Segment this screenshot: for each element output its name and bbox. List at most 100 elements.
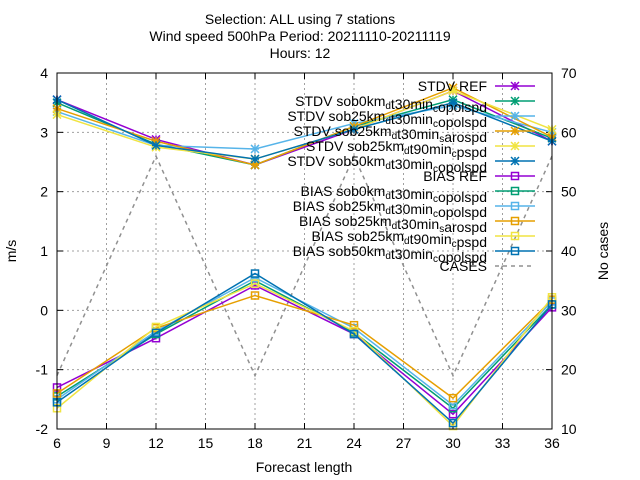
data-point [448, 393, 458, 403]
x-axis-label: Forecast length [256, 459, 353, 475]
data-point [250, 269, 260, 278]
legend-entry: STDV sob25kmdt30mincopolspd [287, 108, 535, 130]
legend-entry: BIAS sob25kmdt30minsarospd [299, 213, 535, 235]
data-point [448, 86, 458, 96]
x-tick-label: 9 [103, 435, 111, 451]
legend-label: STDV REF [418, 78, 487, 94]
x-tick-label: 18 [247, 435, 263, 451]
y-tick-label: 4 [40, 65, 48, 81]
legend-label: STDV sob25kmdt30mincopolspd [287, 108, 487, 130]
series-line [56, 87, 553, 166]
data-point [349, 320, 359, 330]
series-line [56, 282, 553, 428]
x-axis-ticks: 6 9 12 15 18 21 24 27 30 33 36 [53, 73, 560, 451]
y2-axis-ticks: 10 20 30 40 50 60 70 [546, 65, 577, 437]
series-line [56, 294, 553, 400]
legend-marker [510, 171, 520, 181]
y-tick-label: 0 [40, 302, 48, 318]
data-point [250, 279, 260, 288]
x-tick-label: 36 [544, 435, 560, 451]
legend-entry: BIAS REF [423, 168, 535, 184]
legend-label: BIAS sob25kmdt30minsarospd [299, 213, 487, 235]
legend-entry: CASES [440, 258, 535, 274]
data-point [250, 144, 260, 154]
legend-marker [510, 141, 520, 151]
y-tick-label: 1 [40, 243, 48, 259]
legend-label: BIAS sob25kmdt90mincpspd [311, 228, 487, 250]
title-line-3: Hours: 12 [270, 45, 331, 61]
x-tick-label: 6 [53, 435, 61, 451]
legend-entry: BIAS sob50kmdt30mincopolspd [293, 243, 535, 265]
legend-label: BIAS REF [423, 168, 487, 184]
legend-entry: BIAS sob0kmdt30mincopolspd [301, 183, 535, 205]
series-lines [52, 83, 557, 431]
y-tick-label: 3 [40, 124, 48, 140]
x-tick-label: 15 [198, 435, 214, 451]
legend-marker [510, 216, 520, 226]
legend-entry: STDV sob25kmdt90mincpspd [306, 138, 535, 160]
y2-axis-label: No cases [595, 222, 611, 280]
y-axis-ticks: -2 -1 0 1 2 3 4 [36, 65, 63, 437]
series-11 [52, 269, 557, 428]
legend-marker [510, 96, 520, 106]
y-tick-label: 2 [40, 184, 48, 200]
data-point [250, 160, 260, 170]
legend-marker [510, 201, 520, 211]
data-point [349, 124, 359, 134]
data-point [448, 409, 458, 419]
title-line-1: Selection: ALL using 7 stations [205, 11, 395, 27]
legend-marker [510, 186, 520, 196]
data-point [151, 322, 161, 332]
series-line [56, 276, 553, 407]
legend-entry: STDV sob25kmdt30minsarospd [294, 123, 535, 145]
series-line [56, 99, 553, 160]
legend-entry: BIAS sob25kmdt90mincpspd [311, 228, 535, 250]
legend-marker [510, 126, 520, 136]
legend-label: STDV sob0kmdt30mincopolspd [295, 93, 487, 115]
y-axis-label: m/s [3, 240, 19, 263]
y-tick-label: -2 [36, 421, 49, 437]
x-tick-label: 24 [346, 435, 362, 451]
legend-entry: STDV sob50kmdt30mincopolspd [287, 153, 535, 175]
series-12 [56, 154, 553, 378]
data-point [250, 291, 260, 300]
title-line-2: Wind speed 500hPa Period: 20211110-20211… [149, 28, 450, 44]
legend-entry: BIAS sob25kmdt30mincopolspd [293, 198, 535, 220]
legend-marker [510, 231, 520, 241]
data-point [250, 154, 260, 164]
y2-tick-label: 70 [561, 65, 577, 81]
legend-label: BIAS sob50kmdt30mincopolspd [293, 243, 487, 265]
legend-label: BIAS sob0kmdt30mincopolspd [301, 183, 487, 205]
legend-marker [510, 246, 520, 256]
y2-tick-label: 40 [561, 243, 577, 259]
data-point [151, 328, 161, 338]
legend-marker [510, 81, 520, 91]
data-point [448, 418, 458, 428]
series-line [56, 272, 553, 425]
chart-title: Selection: ALL using 7 stations Wind spe… [149, 11, 450, 61]
data-point [448, 98, 458, 108]
x-tick-label: 30 [445, 435, 461, 451]
legend-marker [510, 111, 520, 121]
plot-frame [56, 72, 553, 430]
series-line [56, 89, 553, 166]
y2-tick-label: 10 [561, 421, 577, 437]
x-tick-label: 27 [396, 435, 412, 451]
x-tick-label: 21 [297, 435, 313, 451]
y2-tick-label: 60 [561, 124, 577, 140]
y-tick-label: -1 [36, 362, 49, 378]
legend-label: STDV sob50kmdt30mincopolspd [287, 153, 487, 175]
legend-entry: STDV sob0kmdt30mincopolspd [295, 93, 535, 115]
y2-tick-label: 20 [561, 362, 577, 378]
y2-tick-label: 50 [561, 184, 577, 200]
y2-tick-label: 30 [561, 302, 577, 318]
x-tick-label: 33 [495, 435, 511, 451]
legend-label: CASES [440, 258, 487, 274]
x-tick-label: 12 [148, 435, 164, 451]
data-point [349, 329, 359, 339]
legend-marker [510, 156, 520, 166]
series-line [56, 104, 553, 150]
series-line [56, 154, 553, 378]
